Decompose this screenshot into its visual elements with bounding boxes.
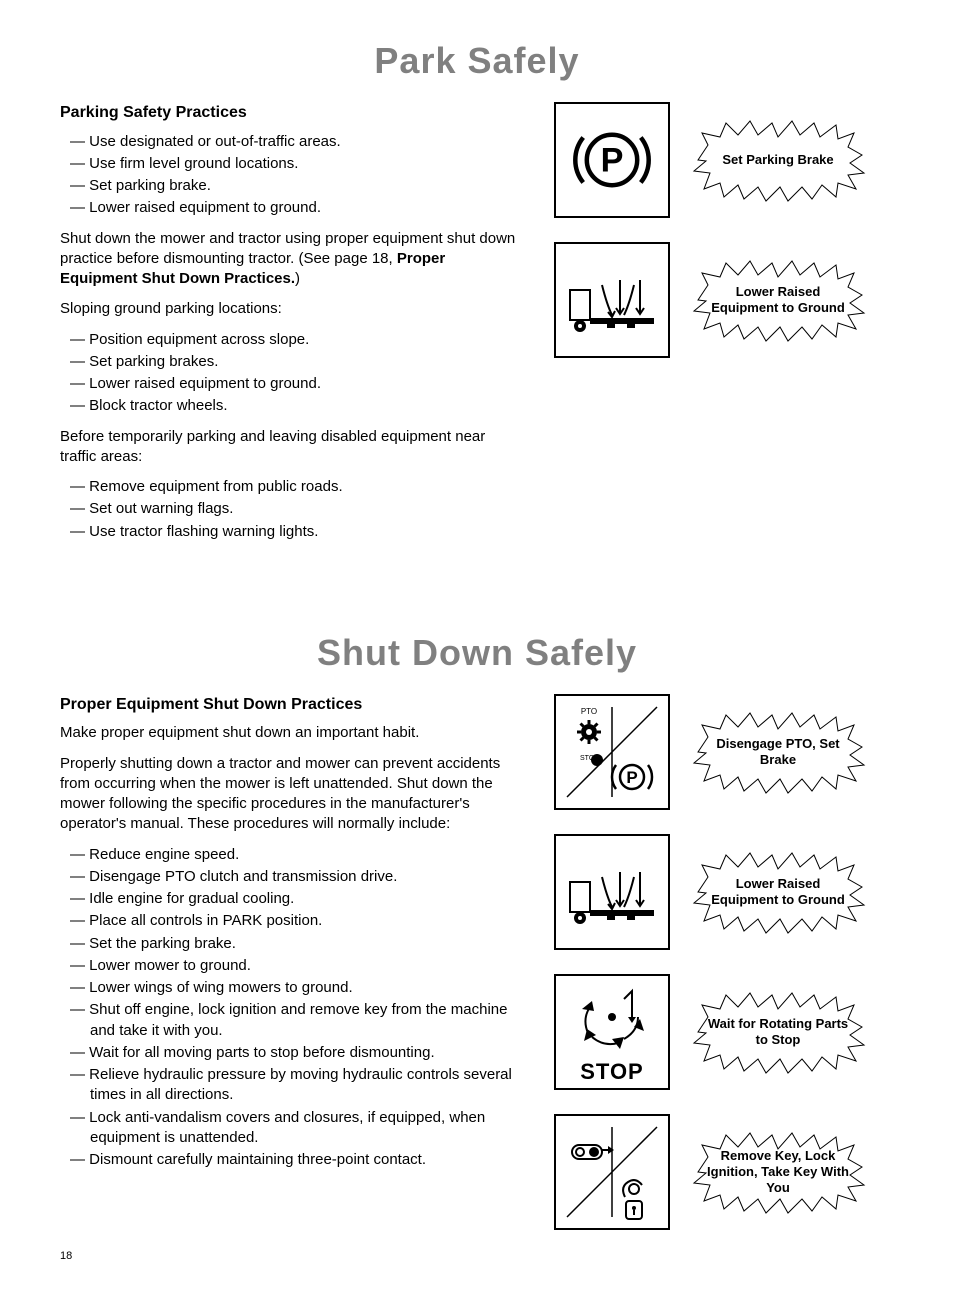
para-habit: Make proper equipment shut down an impor…: [60, 723, 524, 743]
list-item: Set parking brakes.: [70, 352, 524, 372]
list-item: Idle engine for gradual cooling.: [70, 889, 524, 909]
page-number: 18: [60, 1250, 894, 1262]
para-temporary: Before temporarily parking and leaving d…: [60, 427, 524, 468]
list-item: Use tractor flashing warning lights.: [70, 522, 524, 542]
starburst-rotating: Wait for Rotating Parts to Stop: [688, 987, 868, 1077]
list-item: Lock anti-vandalism covers and closures,…: [70, 1108, 524, 1149]
starburst-set-brake: Set Parking Brake: [688, 115, 868, 205]
lower-equipment-icon: [554, 242, 670, 358]
para-text: ): [295, 270, 300, 287]
stop-label: STOP: [580, 1059, 644, 1085]
page-title-park: Park Safely: [60, 40, 894, 82]
svg-text:P: P: [601, 142, 624, 180]
icon-row-parking-brake: P Set Parking Brake: [554, 102, 894, 218]
list-item: Lower raised equipment to ground.: [70, 374, 524, 394]
list-item: Lower raised equipment to ground.: [70, 198, 524, 218]
starburst-lower: Lower Raised Equipment to Ground: [688, 255, 868, 345]
list-item: Relieve hydraulic pressure by moving hyd…: [70, 1065, 524, 1106]
starburst-disengage: Disengage PTO, Set Brake: [688, 707, 868, 797]
text-column-park: Parking Safety Practices Use designated …: [60, 102, 524, 552]
icon-row-lower-equipment: Lower Raised Equipment to Ground: [554, 242, 894, 358]
list-item: Lower mower to ground.: [70, 956, 524, 976]
lower-equipment-icon-2: [554, 834, 670, 950]
icon-column-shutdown: PTO STOP: [554, 694, 894, 1230]
starburst-text: Remove Key, Lock Ignition, Take Key With…: [688, 1148, 868, 1195]
subheading-park: Parking Safety Practices: [60, 102, 524, 124]
section-park: Parking Safety Practices Use designated …: [60, 102, 894, 552]
para-text: Shut down the mower and tractor using pr…: [60, 230, 515, 267]
list-item: Dismount carefully maintaining three-poi…: [70, 1150, 524, 1170]
list-item: Place all controls in PARK position.: [70, 911, 524, 931]
list-park-2: Position equipment across slope. Set par…: [60, 330, 524, 417]
list-item: Reduce engine speed.: [70, 845, 524, 865]
starburst-remove-key: Remove Key, Lock Ignition, Take Key With…: [688, 1127, 868, 1217]
starburst-text: Lower Raised Equipment to Ground: [688, 284, 868, 315]
list-item: Use firm level ground locations.: [70, 154, 524, 174]
list-item: Lower wings of wing mowers to ground.: [70, 978, 524, 998]
subheading-shutdown: Proper Equipment Shut Down Practices: [60, 694, 524, 716]
icon-row-remove-key: Remove Key, Lock Ignition, Take Key With…: [554, 1114, 894, 1230]
starburst-lower-2: Lower Raised Equipment to Ground: [688, 847, 868, 937]
list-item: Disengage PTO clutch and transmission dr…: [70, 867, 524, 887]
list-item: Set out warning flags.: [70, 499, 524, 519]
svg-text:PTO: PTO: [581, 707, 597, 716]
list-item: Use designated or out-of-traffic areas.: [70, 132, 524, 152]
list-item: Block tractor wheels.: [70, 396, 524, 416]
rotating-stop-icon: STOP: [554, 974, 670, 1090]
starburst-text: Disengage PTO, Set Brake: [688, 736, 868, 767]
para-sloping: Sloping ground parking locations:: [60, 299, 524, 319]
list-item: Position equipment across slope.: [70, 330, 524, 350]
parking-brake-icon: P: [554, 102, 670, 218]
disengage-pto-icon: PTO STOP: [554, 694, 670, 810]
icon-row-disengage: PTO STOP: [554, 694, 894, 810]
remove-key-icon: [554, 1114, 670, 1230]
starburst-text: Lower Raised Equipment to Ground: [688, 876, 868, 907]
list-item: Shut off engine, lock ignition and remov…: [70, 1000, 524, 1041]
page-title-shutdown: Shut Down Safely: [60, 632, 894, 674]
starburst-text: Set Parking Brake: [704, 152, 851, 168]
list-park-3: Remove equipment from public roads. Set …: [60, 477, 524, 542]
text-column-shutdown: Proper Equipment Shut Down Practices Mak…: [60, 694, 524, 1230]
para-shutdown-ref: Shut down the mower and tractor using pr…: [60, 229, 524, 290]
svg-text:P: P: [626, 768, 637, 787]
list-item: Set the parking brake.: [70, 934, 524, 954]
list-item: Set parking brake.: [70, 176, 524, 196]
starburst-text: Wait for Rotating Parts to Stop: [688, 1016, 868, 1047]
icon-row-rotating: STOP Wait for Rotating Parts to Stop: [554, 974, 894, 1090]
list-shutdown: Reduce engine speed. Disengage PTO clutc…: [60, 845, 524, 1171]
icon-row-lower-2: Lower Raised Equipment to Ground: [554, 834, 894, 950]
icon-column-park: P Set Parking Brake: [554, 102, 894, 552]
list-item: Remove equipment from public roads.: [70, 477, 524, 497]
list-item: Wait for all moving parts to stop before…: [70, 1043, 524, 1063]
list-park-1: Use designated or out-of-traffic areas. …: [60, 132, 524, 219]
section-shutdown: Proper Equipment Shut Down Practices Mak…: [60, 694, 894, 1230]
para-properly: Properly shutting down a tractor and mow…: [60, 754, 524, 835]
